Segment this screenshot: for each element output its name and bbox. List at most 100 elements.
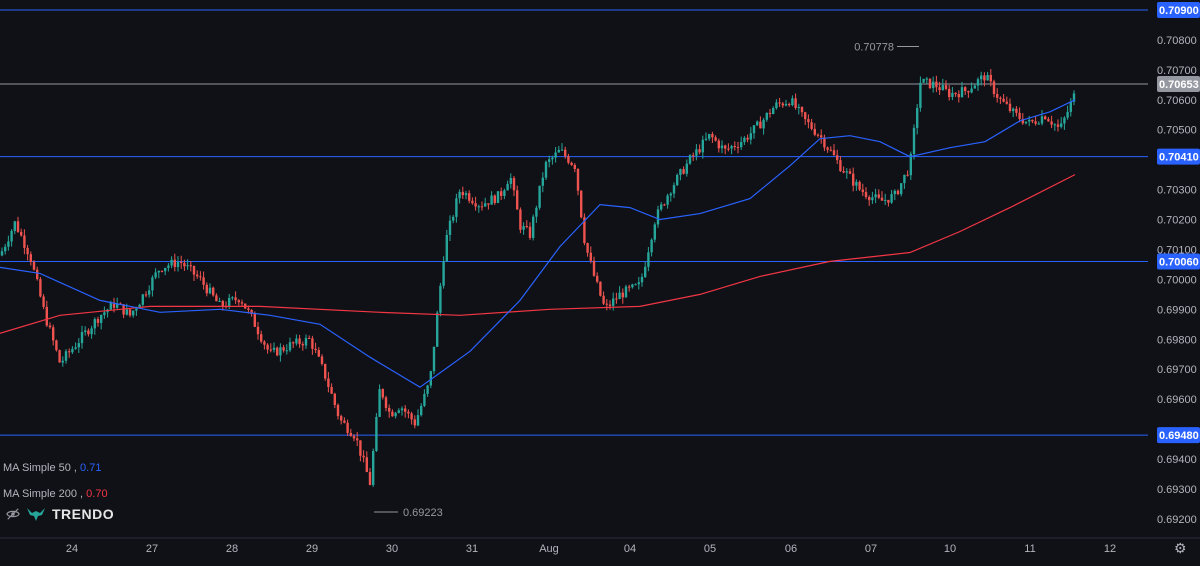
candle-body	[525, 226, 528, 228]
candle-body	[845, 171, 848, 173]
candle-body	[989, 74, 992, 82]
candle-body	[439, 285, 442, 313]
candle-body	[704, 138, 708, 140]
candle-body	[612, 298, 615, 306]
candle-body	[679, 169, 682, 175]
candle-body	[333, 393, 336, 405]
candle-body	[410, 413, 413, 420]
candle-body	[196, 274, 199, 277]
y-tick-label: 0.69300	[1157, 484, 1197, 496]
candle-body	[756, 121, 759, 126]
candle-body	[695, 149, 698, 156]
candle-body	[919, 82, 922, 108]
candle-body	[336, 404, 340, 417]
candle-body	[423, 393, 426, 406]
brand-logo: TRENDO	[6, 506, 114, 522]
x-tick-label: 30	[386, 543, 398, 555]
candle-body	[100, 314, 103, 323]
candle-body	[922, 78, 925, 83]
candle-body	[36, 269, 39, 280]
candle-body	[1008, 103, 1012, 112]
candle-body	[839, 160, 842, 172]
x-tick-label: 11	[1024, 543, 1035, 555]
candle-body	[1044, 116, 1047, 120]
candle-body	[909, 153, 912, 176]
candle-body	[468, 193, 471, 201]
candle-body	[362, 455, 365, 458]
candle-body	[903, 174, 906, 184]
candle-body	[1005, 101, 1008, 104]
candle-body	[848, 171, 852, 174]
candle-body	[116, 303, 119, 308]
candle-body	[954, 92, 957, 95]
eye-slash-icon[interactable]	[6, 507, 20, 521]
candle-body	[535, 207, 538, 217]
candle-body	[320, 356, 324, 364]
candle-body	[148, 290, 151, 295]
candle-body	[234, 297, 237, 301]
candle-body	[573, 164, 576, 169]
candle-body	[1021, 118, 1024, 124]
candle-body	[650, 239, 653, 253]
candle-body	[429, 371, 432, 386]
candle-body	[141, 294, 144, 305]
candle-body	[829, 149, 832, 151]
candle-body	[180, 262, 183, 264]
ma50-legend[interactable]: MA Simple 50 , 0.71	[3, 462, 101, 474]
candle-body	[279, 347, 282, 356]
ma200-legend[interactable]: MA Simple 200 , 0.70	[3, 488, 108, 500]
candle-body	[45, 306, 48, 326]
candle-body	[743, 137, 746, 143]
candle-body	[564, 149, 567, 157]
candle-body	[327, 378, 330, 387]
candle-body	[1012, 108, 1015, 112]
candle-body	[343, 420, 346, 423]
candle-body	[576, 168, 580, 191]
y-tick-label: 0.69900	[1157, 304, 1197, 316]
candle-body	[608, 304, 612, 306]
candle-body	[976, 79, 980, 86]
candle-body	[1050, 121, 1053, 125]
candle-body	[442, 261, 445, 286]
candle-body	[32, 261, 36, 270]
ma50-value: 0.71	[80, 462, 102, 474]
candle-body	[832, 150, 836, 156]
candle-body	[7, 241, 10, 247]
candle-body	[490, 195, 493, 205]
gear-icon[interactable]: ⚙	[1174, 540, 1187, 556]
candle-body	[813, 128, 816, 135]
y-tick-label: 0.70000	[1157, 274, 1197, 286]
candle-body	[173, 259, 176, 267]
candle-body	[96, 319, 100, 323]
candle-body	[292, 342, 295, 344]
candle-body	[509, 178, 512, 184]
candle-body	[996, 93, 999, 98]
candle-body	[874, 194, 877, 198]
candle-body	[759, 121, 762, 129]
y-tick-label: 0.70600	[1157, 95, 1197, 107]
ma200-line	[0, 174, 1076, 334]
candle-body	[74, 347, 77, 349]
candle-body	[925, 78, 928, 80]
candle-body	[93, 319, 96, 329]
candle-body	[420, 405, 423, 416]
candle-body	[10, 230, 13, 242]
candle-body	[938, 87, 941, 91]
candle-body	[752, 125, 756, 134]
candle-body	[948, 88, 951, 98]
candle-body	[605, 303, 608, 305]
candle-body	[880, 197, 884, 201]
candle-body	[685, 163, 688, 174]
candle-body	[861, 189, 864, 193]
x-tick-label: 06	[785, 543, 797, 555]
candle-body	[1066, 111, 1069, 118]
candle-body	[868, 196, 871, 201]
candle-body	[352, 436, 356, 439]
candle-body	[71, 348, 74, 353]
candle-body	[260, 334, 263, 342]
candle-body	[800, 106, 804, 113]
candle-body	[167, 265, 170, 268]
candle-body	[1069, 101, 1072, 112]
